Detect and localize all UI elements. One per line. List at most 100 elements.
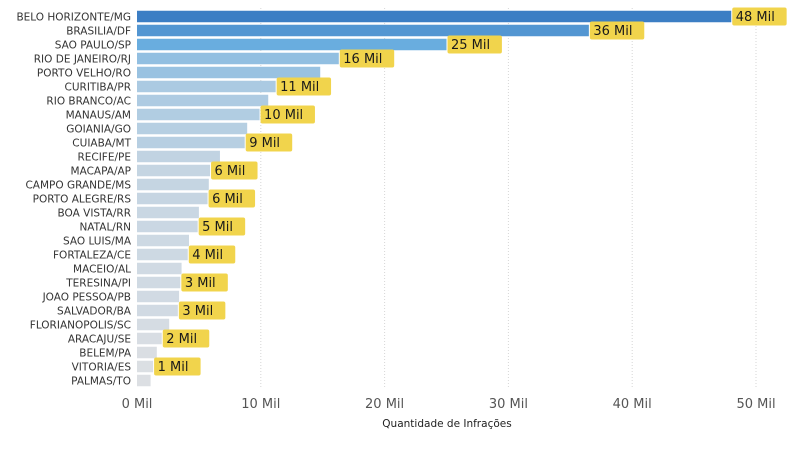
data-label-text: 9 Mil	[249, 136, 280, 151]
category-label: RIO DE JANEIRO/RJ	[34, 53, 131, 65]
data-label: 6 Mil	[208, 189, 256, 208]
bar[interactable]	[137, 66, 321, 79]
bar[interactable]	[137, 234, 189, 247]
bar[interactable]	[137, 52, 339, 65]
category-label: FLORIANOPOLIS/SC	[30, 319, 131, 331]
x-tick-label: 10 Mil	[241, 397, 280, 412]
data-label-background	[732, 7, 787, 26]
category-label: CAMPO GRANDE/MS	[25, 179, 131, 191]
category-label: PORTO VELHO/RO	[37, 67, 131, 79]
x-tick-label: 20 Mil	[365, 397, 404, 412]
bar[interactable]	[137, 164, 211, 177]
data-label-background	[211, 161, 258, 180]
data-label: 3 Mil	[181, 273, 228, 292]
category-label: GOIANIA/GO	[66, 123, 131, 135]
data-label-text: 6 Mil	[212, 192, 243, 207]
data-label-background	[154, 357, 201, 376]
data-label: 10 Mil	[260, 105, 315, 124]
category-label: MACEIO/AL	[73, 263, 131, 275]
bar[interactable]	[137, 360, 154, 373]
data-label-text: 25 Mil	[451, 38, 490, 53]
category-labels: BELO HORIZONTE/MG BRASILIA/DF SAO PAULO/SP…	[16, 11, 131, 387]
data-label-text: 3 Mil	[182, 304, 213, 319]
data-label-background	[447, 35, 502, 54]
category-label: BRASILIA/DF	[66, 25, 131, 37]
bar[interactable]	[137, 332, 162, 345]
bar[interactable]	[137, 108, 260, 121]
bar[interactable]	[137, 24, 589, 37]
category-label: CUIABA/MT	[72, 137, 131, 149]
category-label: MACAPA/AP	[71, 165, 131, 177]
category-label: SAO LUIS/MA	[63, 235, 132, 247]
data-labels: 48 Mil 36 Mil 25 Mil 16 Mil 11 Mil 10 Mil 9 Mi…	[154, 7, 787, 376]
category-label: PALMAS/TO	[71, 375, 131, 387]
data-label-text: 6 Mil	[215, 164, 246, 179]
x-tick-label: 50 Mil	[736, 397, 775, 412]
grid-lines	[260, 8, 757, 389]
bar[interactable]	[137, 80, 276, 93]
data-label-background	[188, 245, 236, 264]
bar[interactable]	[137, 94, 269, 107]
data-label: 3 Mil	[178, 301, 226, 320]
bar[interactable]	[137, 304, 178, 317]
data-label-background	[181, 273, 228, 292]
data-label: 16 Mil	[339, 49, 395, 68]
category-label: ARACAJU/SE	[68, 333, 131, 345]
category-label: MANAUS/AM	[66, 109, 131, 121]
category-label: SALVADOR/BA	[57, 305, 132, 317]
category-label: VITORIA/ES	[72, 361, 132, 373]
data-label: 9 Mil	[245, 133, 293, 152]
data-label: 36 Mil	[589, 21, 645, 40]
data-label: 4 Mil	[188, 245, 236, 264]
data-label-text: 10 Mil	[264, 108, 303, 123]
category-label: NATAL/RN	[79, 221, 131, 233]
data-label-background	[276, 77, 332, 96]
bar[interactable]	[137, 262, 182, 275]
bar[interactable]	[137, 136, 245, 149]
category-label: BELO HORIZONTE/MG	[16, 11, 131, 23]
bar[interactable]	[137, 178, 209, 191]
data-label-text: 1 Mil	[158, 360, 189, 375]
bar[interactable]	[137, 150, 220, 163]
bar[interactable]	[137, 206, 199, 219]
category-label: JOAO PESSOA/PB	[42, 291, 131, 303]
data-label: 11 Mil	[276, 77, 332, 96]
category-label: BELEM/PA	[79, 347, 132, 359]
bar[interactable]	[137, 346, 157, 359]
category-label: RECIFE/PE	[77, 151, 131, 163]
data-label-text: 4 Mil	[192, 248, 223, 263]
x-axis-ticks: 0 Mil 10 Mil 20 Mil 30 Mil 40 Mil 50 Mil	[122, 397, 776, 412]
data-label-background	[245, 133, 293, 152]
x-tick-label: 40 Mil	[613, 397, 652, 412]
x-axis-title: Quantidade de Infrações	[382, 418, 511, 430]
bar[interactable]	[137, 38, 447, 51]
data-label-background	[162, 329, 210, 348]
data-label-background	[208, 189, 256, 208]
data-label-text: 3 Mil	[185, 276, 216, 291]
bar[interactable]	[137, 374, 151, 387]
bar[interactable]	[137, 220, 198, 233]
data-label-text: 16 Mil	[343, 52, 382, 67]
category-label: PORTO ALEGRE/RS	[33, 193, 132, 205]
data-label-text: 36 Mil	[593, 24, 632, 39]
data-label: 2 Mil	[162, 329, 210, 348]
data-label-background	[178, 301, 226, 320]
data-label-background	[589, 21, 645, 40]
data-label-text: 11 Mil	[280, 80, 319, 95]
bar[interactable]	[137, 10, 732, 23]
bar[interactable]	[137, 192, 208, 205]
data-label: 1 Mil	[154, 357, 201, 376]
data-label: 6 Mil	[211, 161, 258, 180]
bar[interactable]	[137, 276, 181, 289]
data-label-text: 5 Mil	[202, 220, 233, 235]
bar[interactable]	[137, 290, 180, 303]
x-tick-label: 30 Mil	[489, 397, 528, 412]
bar[interactable]	[137, 318, 170, 331]
bar[interactable]	[137, 122, 248, 135]
category-label: BOA VISTA/RR	[58, 207, 131, 219]
data-label-background	[339, 49, 395, 68]
bar[interactable]	[137, 248, 188, 261]
data-label: 5 Mil	[198, 217, 246, 236]
